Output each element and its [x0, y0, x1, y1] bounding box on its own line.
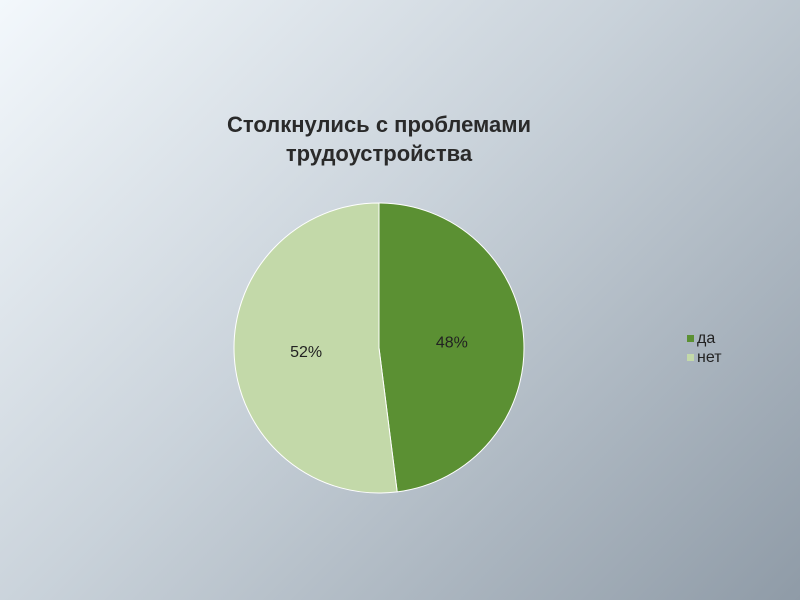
- legend-label: да: [697, 330, 715, 347]
- pie-slice: [378, 202, 525, 493]
- data-label: 52%: [290, 344, 322, 361]
- legend-swatch: [687, 335, 694, 342]
- pie-slice: [233, 202, 398, 494]
- legend-label: нет: [697, 349, 722, 366]
- chart-title: Столкнулись с проблемами трудоустройства: [226, 112, 532, 166]
- data-label: 48%: [436, 335, 468, 352]
- legend-swatch: [687, 354, 694, 361]
